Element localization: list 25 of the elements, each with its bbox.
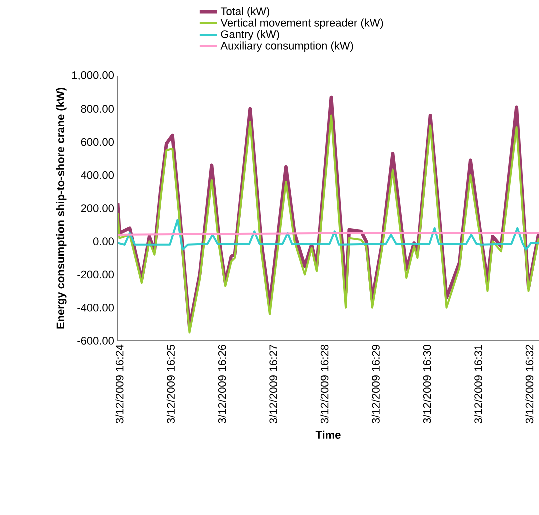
x-tick-label: 3/12/2009 16:31 (474, 345, 482, 424)
y-tick-label: 400.00 (81, 171, 114, 180)
x-axis-title: Time (316, 430, 341, 439)
x-tick-label: 3/12/2009 16:25 (166, 345, 175, 424)
y-tick-label: 1,000.00 (72, 71, 114, 81)
y-tick-label: -200.00 (78, 270, 114, 279)
y-tick-label: -400.00 (78, 304, 114, 312)
x-tick-label: 3/12/2009 16:29 (372, 345, 380, 424)
y-tick-label: 600.00 (81, 138, 114, 146)
legend-label: Total (kW) (220, 7, 270, 18)
legend-label: Gantry (kW) (221, 30, 280, 41)
line-series (118, 219, 539, 251)
x-tick-label: 3/12/2009 16:27 (269, 345, 278, 424)
y-tick-label: 0.00 (93, 238, 114, 246)
y-tick-label: 200.00 (81, 204, 114, 212)
x-tick-label: 3/12/2009 16:28 (320, 345, 329, 424)
legend-label: Auxiliary consumption (kW) (220, 42, 354, 52)
y-axis-title: Energy consumption ship-to-shore crane (kW) (56, 88, 67, 329)
y-tick-label: 800.00 (81, 105, 114, 114)
x-tick-label: 3/12/2009 16:26 (218, 345, 226, 424)
x-tick-label: 3/12/2009 16:30 (423, 344, 432, 424)
x-tick-label: 3/12/2009 16:32 (526, 345, 534, 424)
y-tick-label: -600.00 (78, 337, 114, 345)
legend-label: Vertical movement spreader (kW) (220, 18, 384, 30)
x-tick-label: 3/12/2009 16:24 (116, 344, 124, 424)
